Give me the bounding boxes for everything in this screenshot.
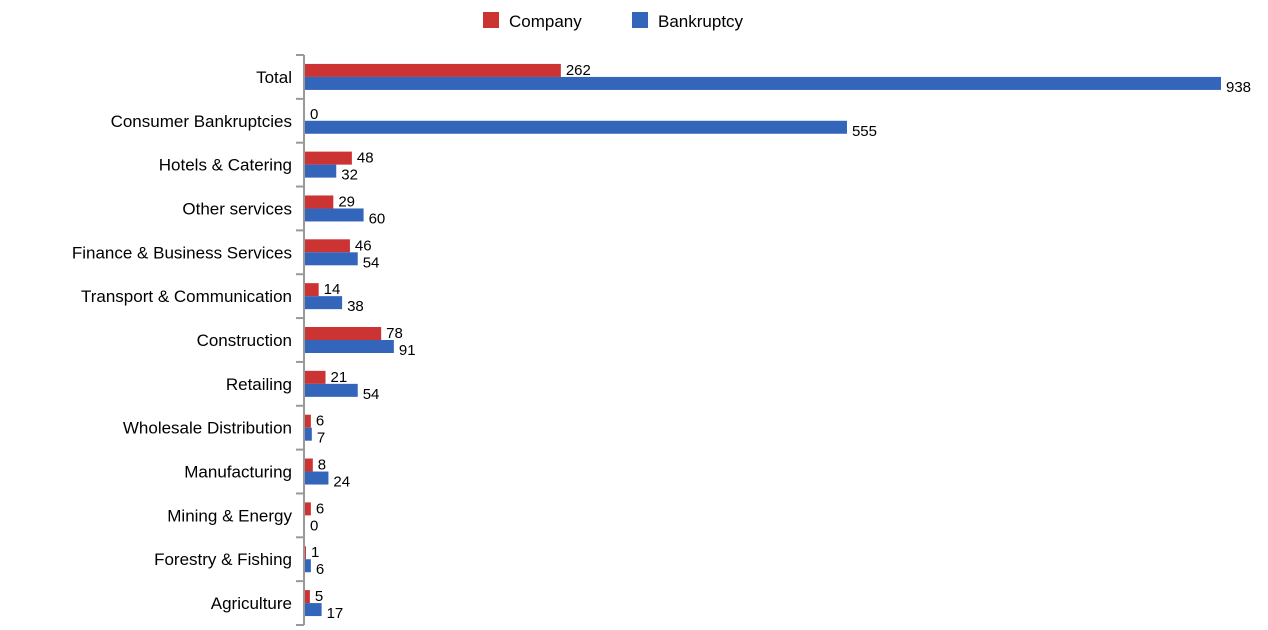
bar-company xyxy=(305,502,311,516)
bar-company xyxy=(305,590,310,604)
bar-series xyxy=(305,63,1221,617)
data-label-company: 29 xyxy=(338,193,355,210)
bar-bankruptcy xyxy=(305,427,312,441)
category-label: Forestry & Fishing xyxy=(154,550,292,569)
data-label-bankruptcy: 32 xyxy=(341,167,358,184)
data-label-company: 1 xyxy=(311,544,319,561)
category-label: Retailing xyxy=(226,375,292,394)
bar-bankruptcy xyxy=(305,383,358,397)
bar-bankruptcy xyxy=(305,76,1221,90)
bar-company xyxy=(305,283,319,297)
bar-bankruptcy xyxy=(305,296,343,310)
data-label-company: 6 xyxy=(316,500,324,517)
data-label-company: 0 xyxy=(310,106,318,123)
legend-label-bankruptcy: Bankruptcy xyxy=(658,12,744,31)
bar-company xyxy=(305,546,306,560)
data-label-company: 46 xyxy=(355,237,372,254)
legend-label-company: Company xyxy=(509,12,582,31)
data-label-bankruptcy: 17 xyxy=(327,605,344,622)
bar-company xyxy=(305,327,382,340)
bar-bankruptcy xyxy=(305,252,358,266)
data-label-bankruptcy: 0 xyxy=(310,517,318,534)
bar-bankruptcy xyxy=(305,120,847,134)
category-label: Transport & Communication xyxy=(81,287,292,306)
legend-swatch-company xyxy=(483,12,499,28)
category-label: Construction xyxy=(197,331,292,350)
bar-bankruptcy xyxy=(305,471,329,485)
bar-company xyxy=(305,458,313,472)
bar-bankruptcy xyxy=(305,164,337,178)
data-label-company: 21 xyxy=(331,369,348,386)
data-label-company: 5 xyxy=(315,588,323,605)
category-label: Consumer Bankruptcies xyxy=(111,112,292,131)
labels-layer: Total 262 938 Consumer Bankruptcies 0 555 Hote… xyxy=(72,62,1251,622)
bar-bankruptcy xyxy=(305,559,311,573)
data-label-bankruptcy: 54 xyxy=(363,254,380,271)
bar-bankruptcy xyxy=(305,340,394,353)
bar-company xyxy=(305,195,334,209)
data-label-bankruptcy: 54 xyxy=(363,386,380,403)
data-label-bankruptcy: 60 xyxy=(369,210,386,227)
data-label-company: 14 xyxy=(324,281,341,298)
legend-swatch-bankruptcy xyxy=(632,12,648,28)
data-label-bankruptcy: 555 xyxy=(852,123,877,140)
category-label: Total xyxy=(256,68,292,87)
data-label-bankruptcy: 6 xyxy=(316,561,324,578)
data-label-company: 262 xyxy=(566,62,591,79)
bar-company xyxy=(305,370,326,384)
data-label-bankruptcy: 7 xyxy=(317,430,325,447)
bar-bankruptcy xyxy=(305,208,364,222)
category-label: Agriculture xyxy=(211,594,292,613)
bar-company xyxy=(305,63,561,77)
data-label-company: 78 xyxy=(386,325,403,342)
data-label-bankruptcy: 938 xyxy=(1226,79,1251,96)
category-label: Other services xyxy=(182,199,292,218)
category-label: Wholesale Distribution xyxy=(123,419,292,438)
category-label: Hotels & Catering xyxy=(159,156,292,175)
data-label-bankruptcy: 91 xyxy=(399,342,416,359)
bar-company xyxy=(305,414,311,428)
bar-company xyxy=(305,239,350,253)
data-label-company: 8 xyxy=(318,457,326,474)
data-label-company: 48 xyxy=(357,150,374,167)
data-label-company: 6 xyxy=(316,413,324,430)
category-axis xyxy=(296,54,305,626)
bar-company xyxy=(305,151,352,165)
chart-legend: Company Bankruptcy xyxy=(483,12,744,31)
data-label-bankruptcy: 24 xyxy=(333,474,350,491)
bar-bankruptcy xyxy=(305,603,322,617)
category-label: Mining & Energy xyxy=(167,506,292,525)
data-label-bankruptcy: 38 xyxy=(347,298,364,315)
category-label: Finance & Business Services xyxy=(72,243,292,262)
category-label: Manufacturing xyxy=(184,463,292,482)
